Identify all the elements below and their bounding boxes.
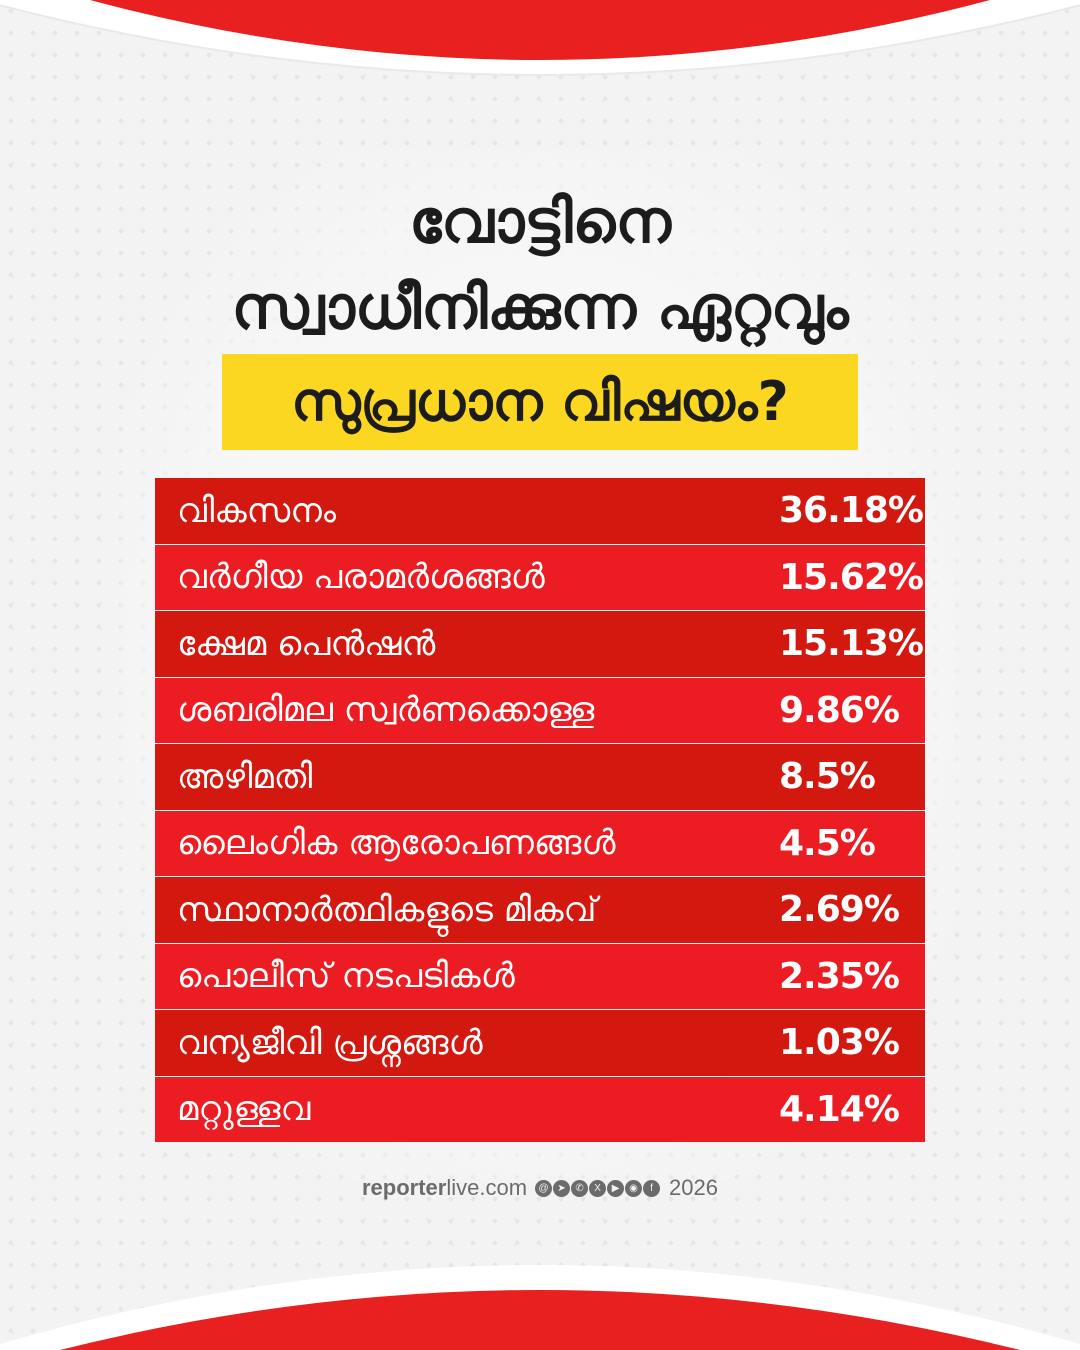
top-red-arc [0, 0, 1080, 76]
footer-year: 2026 [669, 1175, 718, 1200]
headline-line-1: വോട്ടിനെ [409, 187, 671, 257]
issue-label: സ്ഥാനാർത്ഥികളുടെ മികവ് [177, 889, 597, 930]
table-row: മറ്റുള്ളവ 4.14% [155, 1076, 925, 1142]
table-row: വർഗീയ പരാമർശങ്ങൾ 15.62% [155, 544, 925, 610]
issue-percent: 4.5% [779, 822, 876, 864]
x-icon[interactable]: X [589, 1179, 607, 1197]
footer: reporter live.com @ ➤ ✆ X ▶ ◉ f 2026 [0, 1172, 1080, 1204]
issue-percent: 4.14% [779, 1088, 900, 1130]
survey-results-table: വികസനം 36.18% വർഗീയ പരാമർശങ്ങൾ 15.62% ക്… [155, 478, 925, 1143]
table-row: പൊലീസ് നടപടികൾ 2.35% [155, 943, 925, 1009]
issue-label: മറ്റുള്ളവ [177, 1089, 311, 1130]
issue-percent: 1.03% [779, 1022, 900, 1064]
instagram-icon[interactable]: ◉ [625, 1179, 643, 1197]
issue-label: വന്യജീവി പ്രശ്നങ്ങൾ [177, 1022, 483, 1063]
youtube-icon[interactable]: ▶ [607, 1179, 625, 1197]
issue-percent: 2.35% [779, 955, 900, 997]
bottom-red-arc [0, 1265, 1080, 1350]
facebook-icon[interactable]: f [643, 1179, 661, 1197]
issue-percent: 9.86% [779, 689, 900, 731]
issue-label: വർഗീയ പരാമർശങ്ങൾ [177, 557, 545, 598]
issue-label: വികസനം [177, 490, 337, 531]
table-row: വന്യജീവി പ്രശ്നങ്ങൾ 1.03% [155, 1010, 925, 1076]
table-row: ശബരിമല സ്വർണക്കൊള്ള 9.86% [155, 677, 925, 743]
issue-label: ശബരിമല സ്വർണക്കൊള്ള [177, 690, 595, 731]
issue-percent: 15.62% [779, 556, 924, 598]
table-row: വികസനം 36.18% [155, 478, 925, 544]
whatsapp-icon[interactable]: ✆ [571, 1179, 589, 1197]
threads-icon[interactable]: @ [535, 1179, 553, 1197]
table-row: ലൈംഗിക ആരോപണങ്ങൾ 4.5% [155, 810, 925, 876]
issue-label: പൊലീസ് നടപടികൾ [177, 956, 515, 997]
headline-line-2: സ്വാധീനിക്കുന്ന ഏറ്റവും [231, 273, 849, 343]
table-row: ക്ഷേമ പെൻഷൻ 15.13% [155, 611, 925, 677]
table-row: സ്ഥാനാർത്ഥികളുടെ മികവ് 2.69% [155, 877, 925, 943]
headline-highlight-box [222, 354, 858, 450]
site-name-bold[interactable]: reporter [362, 1175, 447, 1200]
headline-line-3: സുപ്രധാന വിഷയം? [291, 370, 789, 433]
social-icons: @ ➤ ✆ X ▶ ◉ f [535, 1179, 661, 1197]
issue-label: അഴിമതി [177, 756, 313, 797]
issue-percent: 36.18% [779, 490, 924, 532]
issue-percent: 8.5% [779, 756, 876, 798]
site-name-rest[interactable]: live.com [446, 1175, 528, 1200]
table-row: അഴിമതി 8.5% [155, 744, 925, 810]
issue-label: ലൈംഗിക ആരോപണങ്ങൾ [177, 823, 616, 864]
issue-percent: 2.69% [779, 889, 900, 931]
issue-label: ക്ഷേമ പെൻഷൻ [177, 623, 436, 664]
issue-percent: 15.13% [779, 623, 924, 665]
telegram-icon[interactable]: ➤ [553, 1179, 571, 1197]
